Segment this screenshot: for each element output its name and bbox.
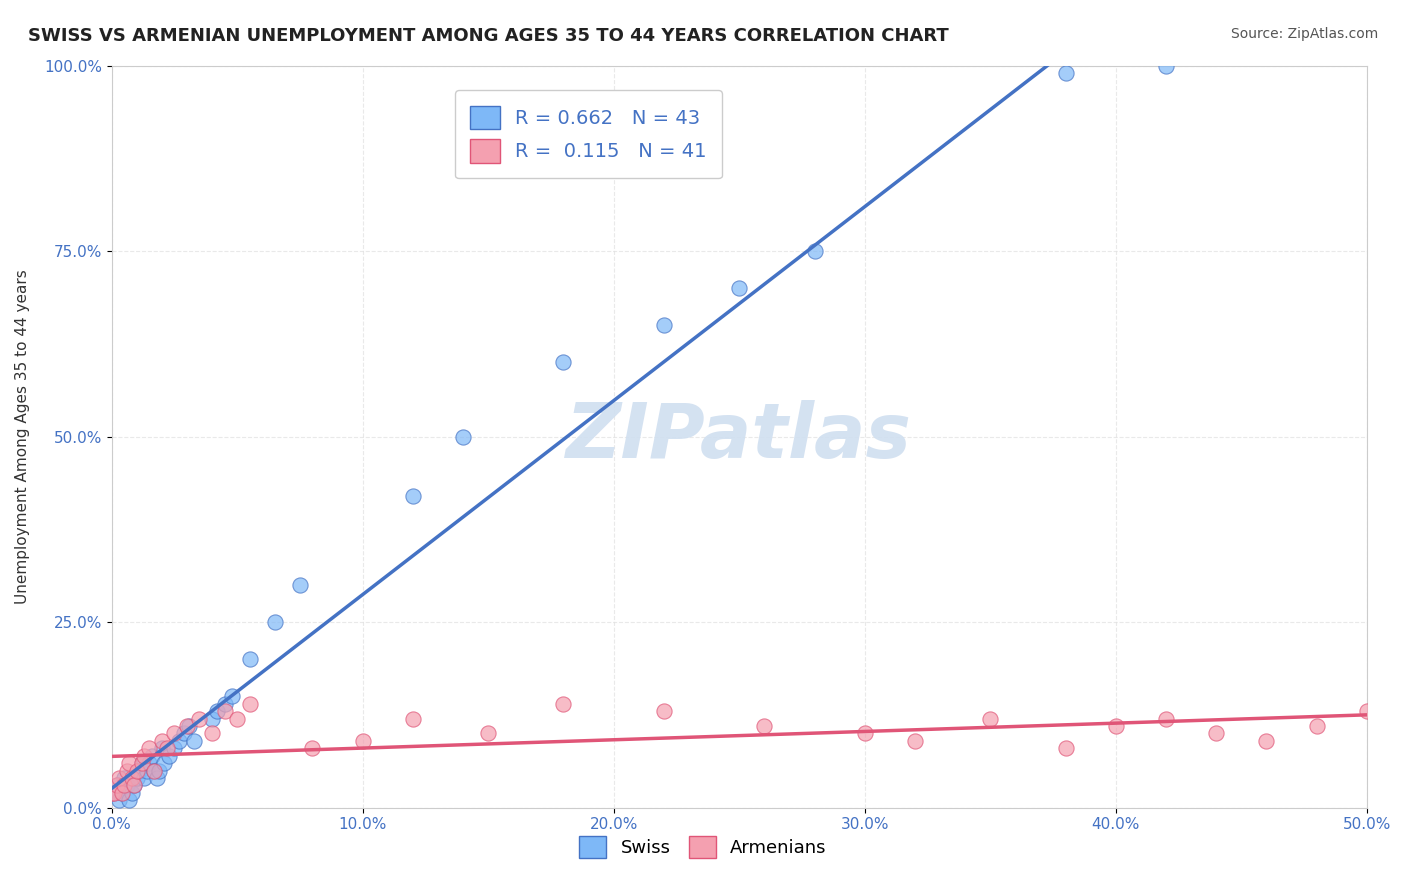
Point	[183, 734, 205, 748]
Text: ZIPatlas: ZIPatlas	[567, 400, 912, 474]
Point	[134, 748, 156, 763]
Point	[131, 756, 153, 771]
Point	[121, 786, 143, 800]
Point	[553, 355, 575, 369]
Point	[115, 779, 138, 793]
Point	[214, 697, 236, 711]
Point	[263, 615, 285, 629]
Point	[100, 786, 122, 800]
Point	[105, 779, 128, 793]
Point	[135, 764, 157, 778]
Point	[201, 726, 224, 740]
Point	[150, 734, 173, 748]
Point	[477, 726, 499, 740]
Point	[402, 712, 425, 726]
Point	[1355, 704, 1378, 718]
Point	[138, 741, 160, 756]
Point	[111, 786, 134, 800]
Point	[1205, 726, 1227, 740]
Point	[402, 489, 425, 503]
Point	[652, 704, 675, 718]
Legend: R = 0.662   N = 43, R =  0.115   N = 41: R = 0.662 N = 43, R = 0.115 N = 41	[456, 90, 723, 178]
Point	[100, 786, 122, 800]
Point	[157, 748, 180, 763]
Point	[1256, 734, 1278, 748]
Point	[125, 764, 148, 778]
Point	[112, 771, 135, 785]
Point	[1154, 712, 1177, 726]
Point	[112, 779, 135, 793]
Point	[1305, 719, 1327, 733]
Point	[451, 430, 474, 444]
Point	[146, 771, 169, 785]
Point	[1154, 59, 1177, 73]
Point	[352, 734, 374, 748]
Point	[111, 786, 134, 800]
Point	[143, 764, 166, 778]
Point	[150, 741, 173, 756]
Point	[156, 741, 179, 756]
Point	[163, 741, 186, 756]
Point	[148, 764, 170, 778]
Point	[288, 578, 311, 592]
Point	[226, 712, 249, 726]
Point	[163, 726, 186, 740]
Text: Source: ZipAtlas.com: Source: ZipAtlas.com	[1230, 27, 1378, 41]
Point	[853, 726, 876, 740]
Point	[115, 764, 138, 778]
Point	[754, 719, 776, 733]
Point	[1054, 741, 1077, 756]
Point	[205, 704, 228, 718]
Point	[122, 779, 145, 793]
Point	[179, 719, 201, 733]
Point	[118, 793, 141, 807]
Point	[904, 734, 927, 748]
Point	[125, 771, 148, 785]
Point	[979, 712, 1001, 726]
Point	[169, 734, 191, 748]
Point	[108, 793, 131, 807]
Point	[128, 764, 150, 778]
Point	[728, 281, 751, 295]
Point	[134, 771, 156, 785]
Point	[122, 779, 145, 793]
Point	[138, 756, 160, 771]
Point	[1054, 66, 1077, 80]
Y-axis label: Unemployment Among Ages 35 to 44 years: Unemployment Among Ages 35 to 44 years	[15, 269, 30, 604]
Point	[153, 756, 176, 771]
Point	[221, 690, 243, 704]
Point	[105, 779, 128, 793]
Point	[188, 712, 211, 726]
Point	[239, 697, 262, 711]
Point	[239, 652, 262, 666]
Point	[141, 748, 163, 763]
Point	[118, 756, 141, 771]
Point	[214, 704, 236, 718]
Text: SWISS VS ARMENIAN UNEMPLOYMENT AMONG AGES 35 TO 44 YEARS CORRELATION CHART: SWISS VS ARMENIAN UNEMPLOYMENT AMONG AGE…	[28, 27, 949, 45]
Point	[201, 712, 224, 726]
Legend: Swiss, Armenians: Swiss, Armenians	[572, 829, 834, 865]
Point	[103, 786, 125, 800]
Point	[143, 764, 166, 778]
Point	[1105, 719, 1128, 733]
Point	[103, 786, 125, 800]
Point	[176, 719, 198, 733]
Point	[553, 697, 575, 711]
Point	[652, 318, 675, 333]
Point	[301, 741, 323, 756]
Point	[131, 756, 153, 771]
Point	[803, 244, 825, 259]
Point	[121, 771, 143, 785]
Point	[108, 771, 131, 785]
Point	[173, 726, 195, 740]
